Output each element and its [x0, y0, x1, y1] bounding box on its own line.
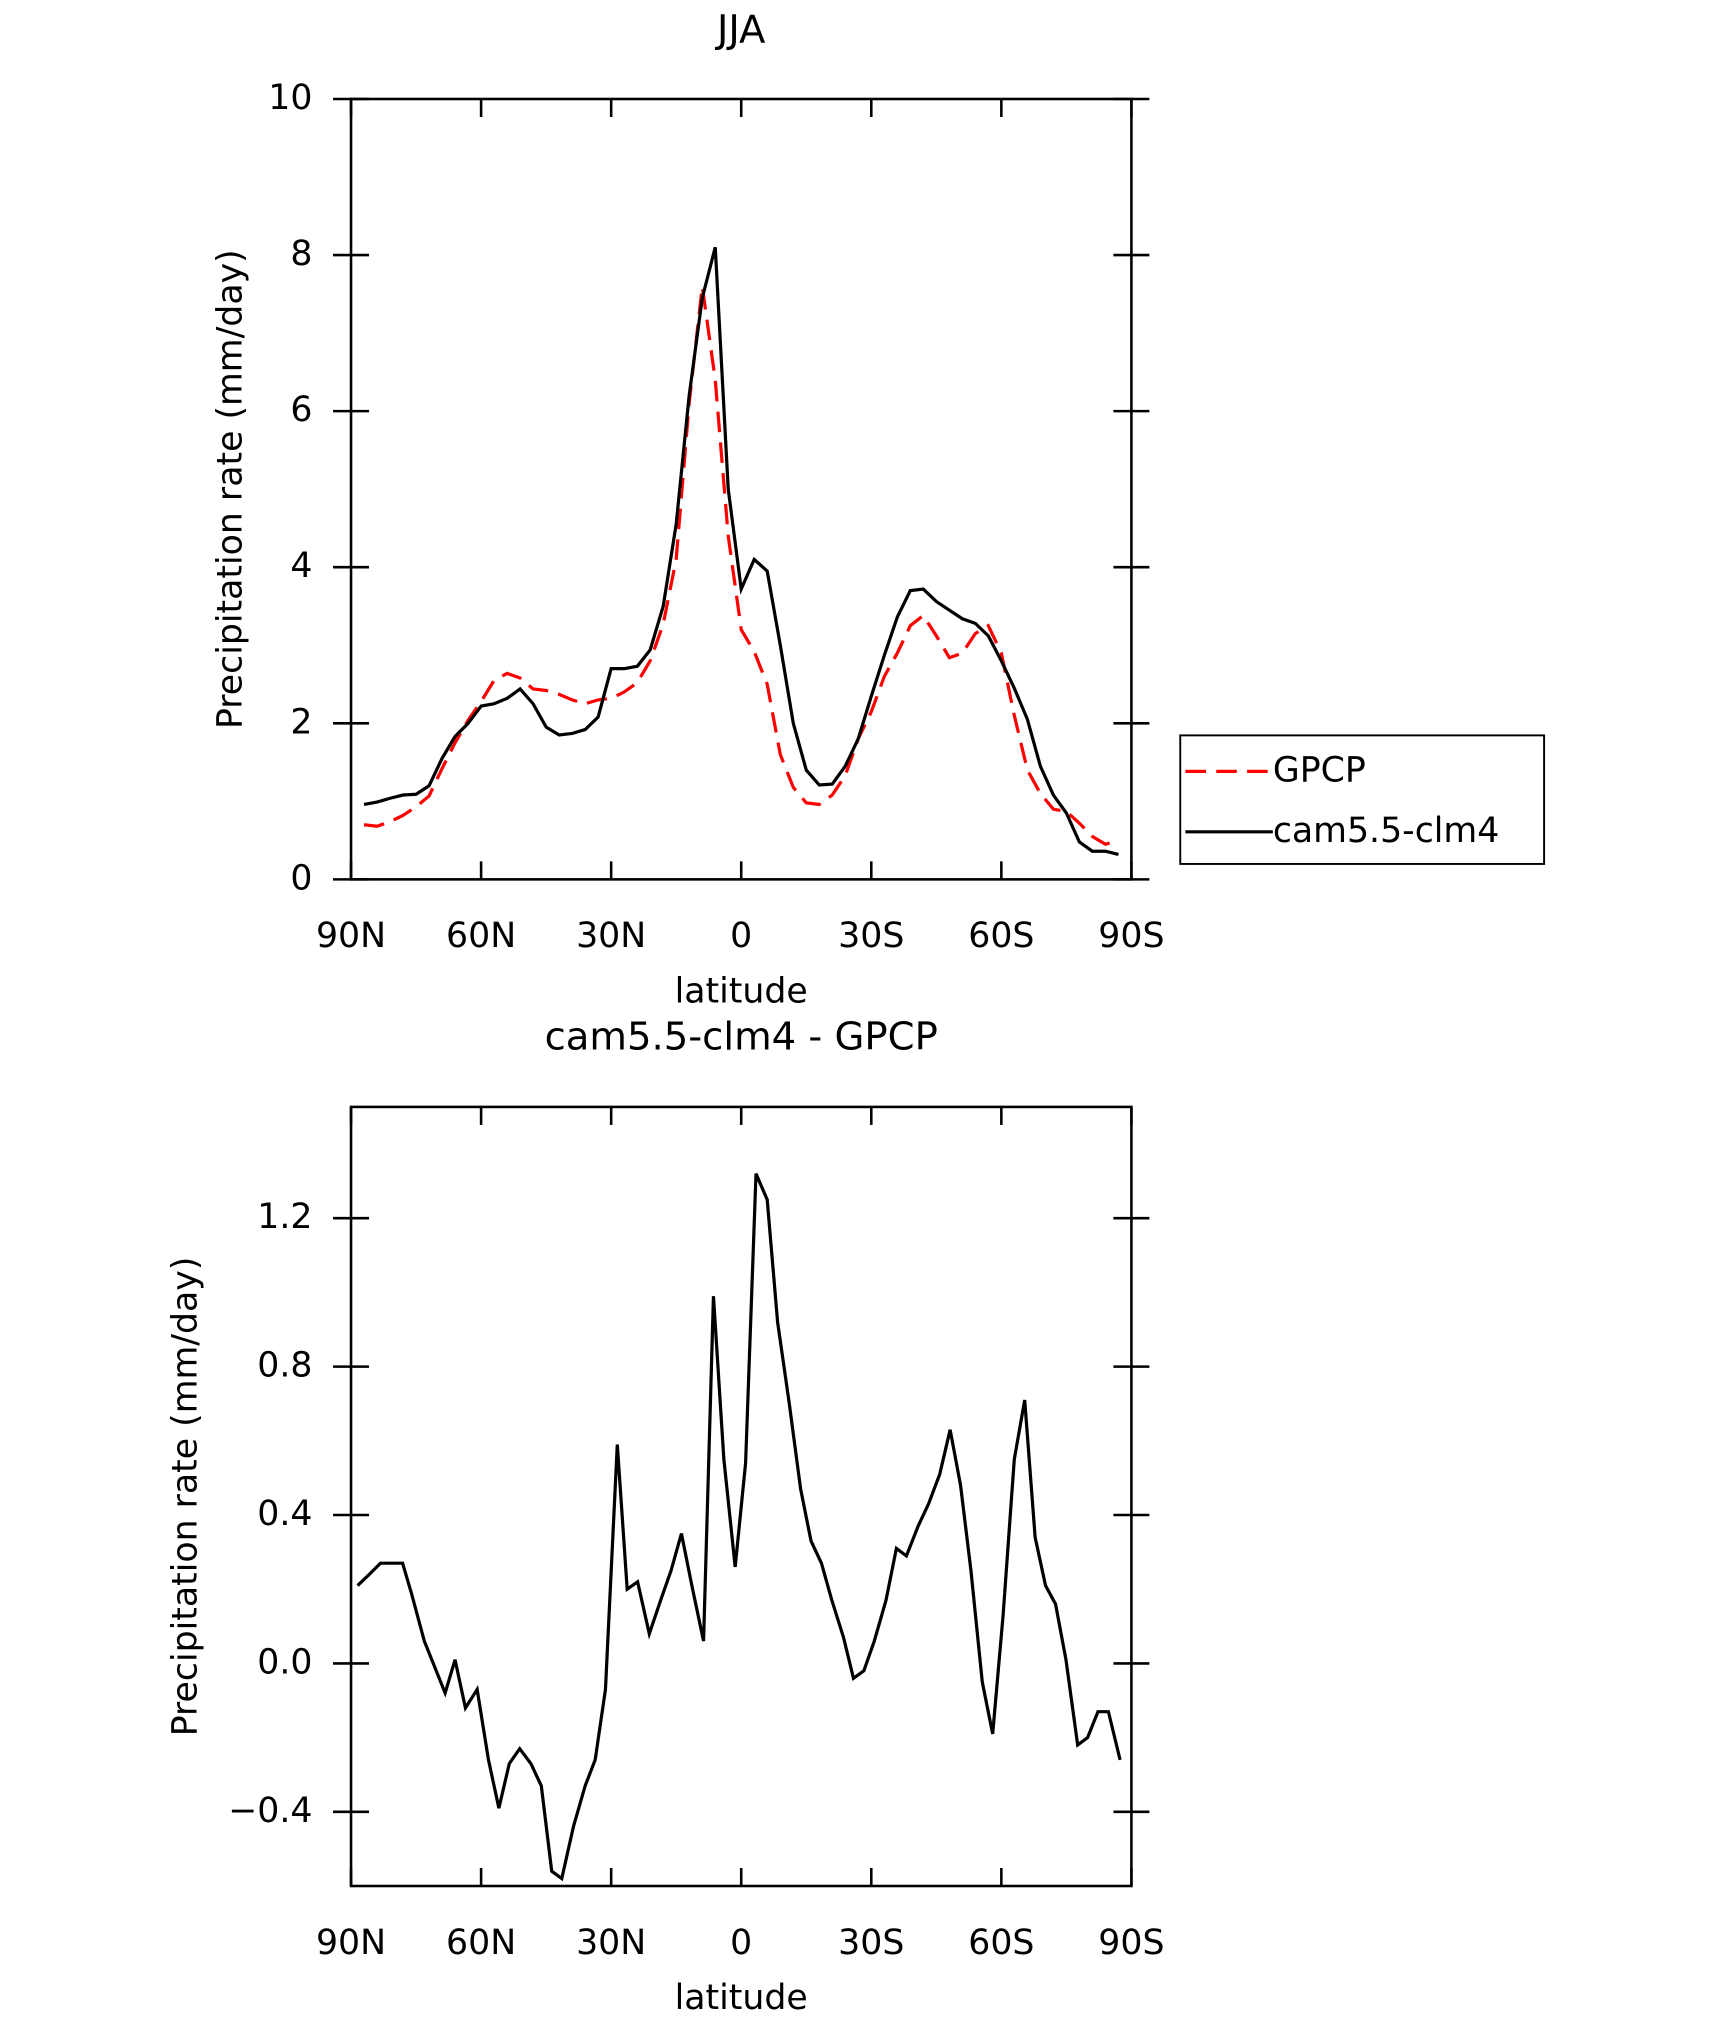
y-tick-label: 0.4 — [257, 1494, 312, 1534]
y-tick-label: 2 — [290, 702, 312, 742]
x-tick-label: 90N — [316, 916, 386, 956]
x-tick-label: 30S — [838, 1923, 904, 1963]
y-axis-label: Precipitation rate (mm/day) — [210, 249, 250, 729]
x-tick-label: 60N — [446, 1923, 516, 1963]
y-tick-label: 1.2 — [257, 1197, 312, 1237]
data-line — [356, 1173, 1122, 1882]
x-tick-label: 90S — [1098, 1923, 1164, 1963]
y-tick-label: 8 — [290, 234, 312, 274]
y-tick-label: 4 — [290, 546, 312, 586]
x-tick-label: 30S — [838, 916, 904, 956]
x-tick-label: 60S — [968, 916, 1034, 956]
legend-label: GPCP — [1273, 750, 1366, 790]
x-tick-label: 30N — [576, 916, 646, 956]
y-tick-label: 0.8 — [257, 1346, 312, 1386]
y-tick-label: 0.0 — [257, 1642, 312, 1682]
chart-title: JJA — [715, 8, 766, 53]
x-tick-label: 30N — [576, 1923, 646, 1963]
x-tick-label: 90N — [316, 1923, 386, 1963]
x-tick-label: 60S — [968, 1923, 1034, 1963]
x-tick-label: 90S — [1098, 916, 1164, 956]
y-tick-label: −0.4 — [228, 1791, 312, 1831]
legend-label: cam5.5-clm4 — [1273, 811, 1499, 851]
y-axis-label: Precipitation rate (mm/day) — [165, 1257, 205, 1737]
y-tick-label: 6 — [290, 390, 312, 430]
y-tick-label: 0 — [290, 858, 312, 898]
x-tick-label: 60N — [446, 916, 516, 956]
x-tick-label: 0 — [730, 1923, 752, 1963]
chart-title: cam5.5-clm4 - GPCP — [545, 1014, 938, 1059]
plot-frame — [349, 97, 1133, 881]
data-line — [363, 286, 1119, 847]
legend-box — [1179, 734, 1546, 865]
x-tick-label: 0 — [730, 916, 752, 956]
data-line — [363, 246, 1119, 856]
x-axis-label: latitude — [675, 972, 808, 1012]
y-tick-label: 10 — [268, 78, 312, 118]
x-axis-label: latitude — [675, 1978, 808, 2018]
